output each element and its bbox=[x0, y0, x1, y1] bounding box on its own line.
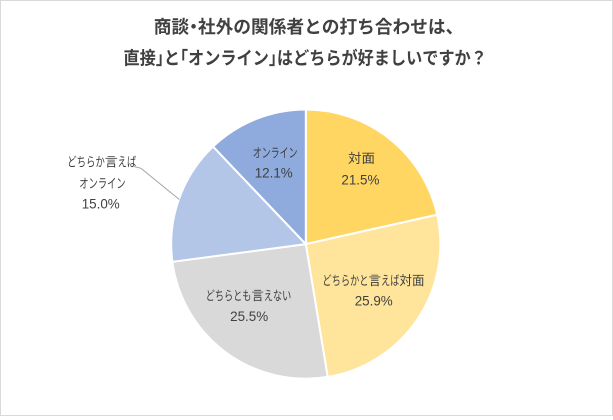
svg-text:25.5%: 25.5% bbox=[230, 309, 268, 324]
svg-text:12.1%: 12.1% bbox=[255, 166, 293, 181]
svg-text:25.9%: 25.9% bbox=[355, 293, 393, 308]
svg-text:21.5%: 21.5% bbox=[341, 172, 379, 187]
svg-text:15.0%: 15.0% bbox=[82, 197, 120, 212]
